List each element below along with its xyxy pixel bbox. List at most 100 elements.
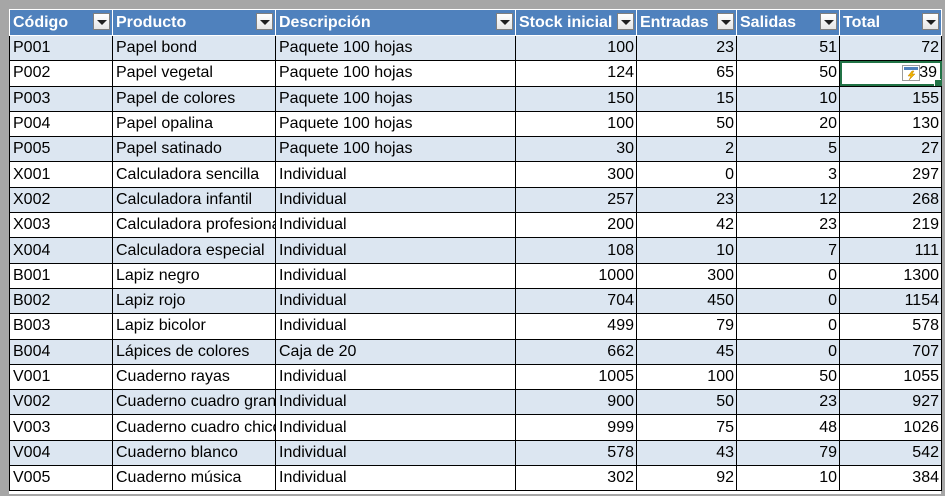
cell-entradas[interactable]: 300 [636,262,737,289]
cell-descripcion[interactable]: Individual [275,237,516,264]
filter-dropdown-button[interactable] [496,13,513,30]
cell-producto[interactable]: Papel bond [112,34,276,62]
cell-salidas[interactable]: 7 [736,237,840,264]
column-header-codigo[interactable]: Código [9,9,113,36]
cell-descripcion[interactable]: Paquete 100 hojas [275,85,516,112]
cell-salidas[interactable]: 51 [736,34,840,62]
cell-entradas[interactable]: 42 [636,212,737,239]
cell-producto[interactable]: Lápices de colores [112,338,276,365]
cell-salidas[interactable]: 10 [736,465,840,492]
cell-descripcion[interactable]: Paquete 100 hojas [275,136,516,163]
cell-salidas[interactable]: 0 [736,287,840,315]
filter-dropdown-button[interactable] [820,13,837,30]
cell-salidas[interactable]: 10 [736,85,840,112]
cell-descripcion[interactable]: Individual [275,161,516,188]
cell-stock-inicial[interactable]: 499 [515,313,637,340]
cell-producto[interactable]: Cuaderno rayas [112,363,276,391]
cell-total[interactable]: 72 [839,34,942,62]
cell-entradas[interactable]: 23 [636,34,737,62]
cell-codigo[interactable]: P004 [9,110,113,138]
filter-dropdown-button[interactable] [922,13,939,30]
cell-stock-inicial[interactable]: 1000 [515,262,637,289]
cell-stock-inicial[interactable]: 662 [515,338,637,365]
cell-total[interactable]: 111 [839,237,942,264]
cell-descripcion[interactable]: Caja de 20 [275,338,516,365]
cell-codigo[interactable]: X003 [9,212,113,239]
cell-producto[interactable]: Cuaderno música [112,465,276,492]
cell-stock-inicial[interactable]: 124 [515,60,637,87]
cell-producto[interactable]: Calculadora especial [112,237,276,264]
cell-descripcion[interactable]: Individual [275,186,516,214]
flash-fill-icon[interactable] [902,65,920,82]
cell-codigo[interactable]: P002 [9,60,113,87]
cell-producto[interactable]: Papel opalina [112,110,276,138]
cell-descripcion[interactable]: Individual [275,414,516,441]
cell-descripcion[interactable]: Paquete 100 hojas [275,34,516,62]
cell-codigo[interactable]: V001 [9,363,113,391]
cell-codigo[interactable]: V005 [9,465,113,492]
cell-entradas[interactable]: 92 [636,465,737,492]
cell-descripcion[interactable]: Individual [275,262,516,289]
cell-producto[interactable]: Lapiz rojo [112,287,276,315]
cell-salidas[interactable]: 48 [736,414,840,441]
filter-dropdown-button[interactable] [717,13,734,30]
cell-producto[interactable]: Calculadora profesional [112,212,276,239]
cell-producto[interactable]: Cuaderno blanco [112,439,276,467]
cell-total[interactable]: 542 [839,439,942,467]
cell-entradas[interactable]: 10 [636,237,737,264]
cell-entradas[interactable]: 45 [636,338,737,365]
cell-total[interactable]: 927 [839,389,942,416]
cell-descripcion[interactable]: Paquete 100 hojas [275,110,516,138]
cell-total[interactable]: 130 [839,110,942,138]
column-header-salidas[interactable]: Salidas [736,9,840,36]
cell-codigo[interactable]: V003 [9,414,113,441]
column-header-total[interactable]: Total [839,9,942,36]
cell-total[interactable]: 1300 [839,262,942,289]
cell-stock-inicial[interactable]: 300 [515,161,637,188]
cell-producto[interactable]: Papel satinado [112,136,276,163]
cell-producto[interactable]: Papel vegetal [112,60,276,87]
filter-dropdown-button[interactable] [617,13,634,30]
filter-dropdown-button[interactable] [93,13,110,30]
cell-descripcion[interactable]: Individual [275,389,516,416]
cell-stock-inicial[interactable]: 257 [515,186,637,214]
cell-producto[interactable]: Papel de colores [112,85,276,112]
cell-codigo[interactable]: B004 [9,338,113,365]
cell-stock-inicial[interactable]: 150 [515,85,637,112]
cell-producto[interactable]: Calculadora infantil [112,186,276,214]
cell-descripcion[interactable]: Individual [275,313,516,340]
cell-codigo[interactable]: P003 [9,85,113,112]
cell-codigo[interactable]: V002 [9,389,113,416]
cell-total[interactable]: 1026 [839,414,942,441]
cell-total[interactable]: 155 [839,85,942,112]
cell-total[interactable]: 27 [839,136,942,163]
cell-salidas[interactable]: 3 [736,161,840,188]
cell-codigo[interactable]: X002 [9,186,113,214]
column-header-descripcion[interactable]: Descripción [275,9,516,36]
cell-stock-inicial[interactable]: 30 [515,136,637,163]
cell-entradas[interactable]: 79 [636,313,737,340]
cell-descripcion[interactable]: Individual [275,439,516,467]
cell-descripcion[interactable]: Individual [275,465,516,492]
cell-descripcion[interactable]: Individual [275,212,516,239]
cell-entradas[interactable]: 50 [636,110,737,138]
cell-stock-inicial[interactable]: 108 [515,237,637,264]
cell-salidas[interactable]: 50 [736,60,840,87]
cell-stock-inicial[interactable]: 302 [515,465,637,492]
cell-salidas[interactable]: 0 [736,313,840,340]
cell-entradas[interactable]: 43 [636,439,737,467]
cell-salidas[interactable]: 5 [736,136,840,163]
cell-stock-inicial[interactable]: 100 [515,110,637,138]
filter-dropdown-button[interactable] [256,13,273,30]
cell-total[interactable]: 219 [839,212,942,239]
cell-stock-inicial[interactable]: 999 [515,414,637,441]
cell-entradas[interactable]: 50 [636,389,737,416]
cell-salidas[interactable]: 23 [736,212,840,239]
cell-codigo[interactable]: B003 [9,313,113,340]
cell-salidas[interactable]: 23 [736,389,840,416]
cell-stock-inicial[interactable]: 200 [515,212,637,239]
cell-entradas[interactable]: 100 [636,363,737,391]
cell-entradas[interactable]: 65 [636,60,737,87]
cell-entradas[interactable]: 450 [636,287,737,315]
cell-producto[interactable]: Lapiz negro [112,262,276,289]
